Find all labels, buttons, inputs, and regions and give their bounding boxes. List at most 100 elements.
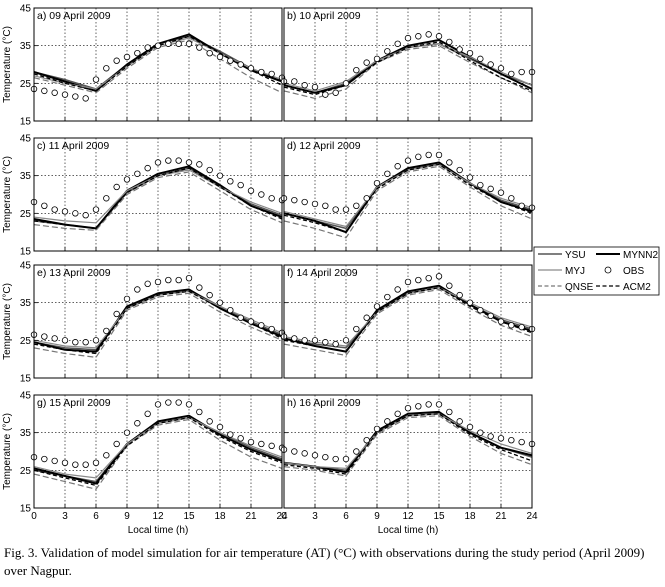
obs-point xyxy=(175,157,182,164)
obs-point xyxy=(384,48,391,55)
obs-point xyxy=(185,401,193,408)
obs-point xyxy=(185,274,193,282)
obs-point xyxy=(113,440,120,448)
series-line-qnse xyxy=(283,415,533,477)
obs-point xyxy=(353,202,360,209)
y-tick-label: 45 xyxy=(20,4,32,15)
x-tick-label: 3 xyxy=(62,511,68,522)
panel-title: d) 12 April 2009 xyxy=(287,140,361,152)
obs-point xyxy=(154,401,162,408)
obs-point xyxy=(247,318,255,325)
obs-point xyxy=(175,40,182,47)
obs-point xyxy=(425,31,432,38)
x-tick-label: 6 xyxy=(93,511,99,522)
obs-point xyxy=(456,291,463,299)
panel-title: f) 14 April 2009 xyxy=(287,267,358,279)
obs-point xyxy=(301,450,308,457)
obs-point xyxy=(435,401,443,408)
obs-point xyxy=(268,195,275,202)
legend-label-acm2: ACM2 xyxy=(623,282,651,293)
obs-point xyxy=(216,299,224,306)
obs-point xyxy=(404,278,412,286)
obs-point xyxy=(415,276,422,284)
obs-point xyxy=(394,163,401,170)
obs-point xyxy=(123,176,131,183)
y-tick-label: 45 xyxy=(20,261,32,272)
obs-point xyxy=(415,33,422,40)
obs-point xyxy=(311,83,319,91)
obs-point xyxy=(206,418,213,425)
legend-label-ysu: YSU xyxy=(565,250,586,261)
obs-point xyxy=(487,433,494,440)
obs-point xyxy=(196,284,203,291)
obs-point xyxy=(123,295,131,303)
obs-point xyxy=(154,159,162,166)
obs-point xyxy=(394,286,401,293)
obs-point xyxy=(216,53,224,61)
obs-point xyxy=(301,82,308,89)
obs-point xyxy=(134,420,141,427)
legend-marker-obs xyxy=(604,266,612,274)
obs-point xyxy=(92,337,100,344)
series-line-mynn2 xyxy=(283,39,533,94)
obs-point xyxy=(165,399,172,406)
y-tick-label: 35 xyxy=(20,428,32,439)
obs-point xyxy=(466,50,474,57)
y-tick-label: 15 xyxy=(20,247,32,258)
obs-point xyxy=(518,68,525,76)
obs-point xyxy=(508,70,515,78)
obs-point xyxy=(175,399,182,406)
obs-point xyxy=(291,78,298,85)
x-tick-label: 21 xyxy=(245,511,257,522)
series-line-qnse xyxy=(33,292,283,358)
obs-point xyxy=(196,44,203,51)
series-line-qnse xyxy=(33,171,283,231)
x-tick-label: 18 xyxy=(464,511,476,522)
x-axis-label: Local time (h) xyxy=(128,525,189,536)
y-tick-label: 35 xyxy=(20,298,32,309)
obs-point xyxy=(227,57,234,64)
obs-point xyxy=(518,202,525,209)
obs-point xyxy=(258,440,265,448)
obs-point xyxy=(394,40,401,47)
obs-point xyxy=(332,455,339,463)
y-tick-label: 35 xyxy=(20,171,32,182)
obs-point xyxy=(206,50,213,57)
panel-2: b) 10 April 2009 xyxy=(280,7,536,122)
obs-point xyxy=(103,195,110,202)
obs-point xyxy=(268,70,275,78)
obs-point xyxy=(123,53,131,61)
obs-point xyxy=(206,166,213,174)
obs-point xyxy=(404,34,412,42)
obs-point xyxy=(404,157,412,164)
obs-point xyxy=(196,408,203,416)
obs-point xyxy=(72,461,79,468)
y-axis-label: Temperature (°C) xyxy=(2,283,13,360)
series-line-qnse xyxy=(33,418,283,490)
obs-point xyxy=(154,278,162,286)
obs-point xyxy=(435,151,443,159)
obs-point xyxy=(144,410,151,418)
obs-point xyxy=(332,206,339,213)
obs-point xyxy=(134,170,141,177)
series-line-acm2 xyxy=(283,163,533,233)
obs-point xyxy=(508,195,515,202)
obs-point xyxy=(332,89,339,96)
obs-point xyxy=(291,196,298,204)
panel-3: 15 25 35 45 c) 11 April 2009 Temperature (°C) xyxy=(2,134,286,258)
series-line-acm2 xyxy=(33,416,283,487)
obs-point xyxy=(373,55,381,63)
y-tick-label: 25 xyxy=(20,79,32,90)
obs-point xyxy=(113,183,120,191)
y-tick-label: 35 xyxy=(20,41,32,52)
obs-point xyxy=(477,429,484,436)
obs-point xyxy=(206,291,213,299)
obs-point xyxy=(446,38,453,46)
y-tick-label: 25 xyxy=(20,466,32,477)
obs-point xyxy=(425,274,432,282)
y-tick-label: 15 xyxy=(20,504,32,515)
x-tick-label: 21 xyxy=(495,511,507,522)
obs-point xyxy=(322,339,329,346)
panel-title: h) 16 April 2009 xyxy=(287,397,361,409)
x-tick-label: 12 xyxy=(402,511,414,522)
